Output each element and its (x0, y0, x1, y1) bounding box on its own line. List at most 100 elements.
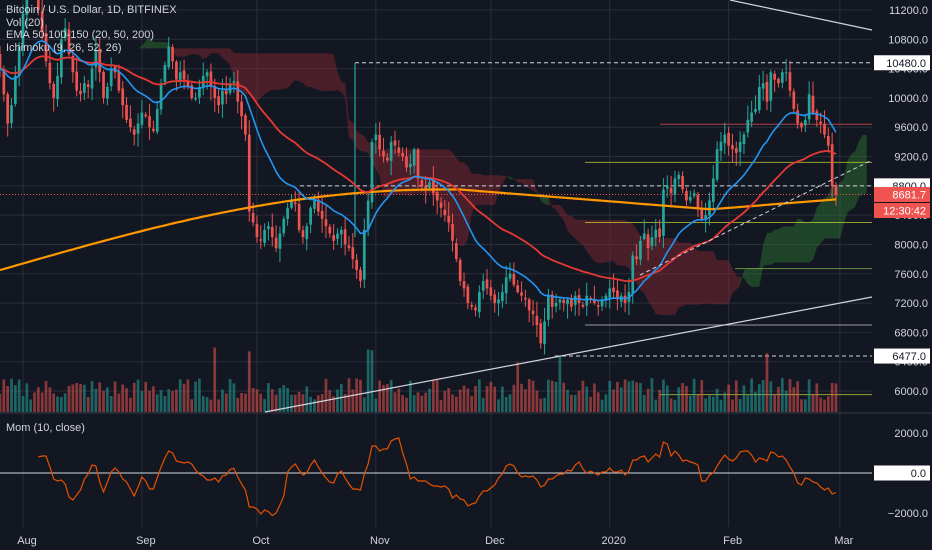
volume-bar (524, 389, 527, 412)
cloud-segment (153, 42, 158, 49)
cloud-segment (766, 232, 771, 265)
volume-bar (412, 395, 416, 412)
cloud-segment (241, 53, 246, 95)
price-tick-label: 6000.0 (894, 386, 928, 398)
price-label-text: 10480.0 (886, 58, 926, 70)
volume-bar (25, 383, 29, 412)
volume-bar (67, 385, 71, 412)
volume-bar (435, 378, 439, 412)
candle-body (696, 194, 700, 208)
cloud-segment (444, 149, 449, 225)
volume-bar (98, 382, 102, 412)
cloud-segment (145, 36, 150, 49)
cloud-segment (736, 275, 741, 290)
volume-bar (616, 381, 619, 412)
candle-body (631, 255, 635, 294)
cloud-segment (490, 175, 495, 206)
candle-body (385, 157, 389, 161)
volume-bar (320, 394, 324, 412)
candle-body (132, 129, 136, 135)
volume-bar (826, 396, 830, 412)
volume-bar (362, 397, 366, 412)
volume-bar (784, 390, 788, 412)
candle-body (715, 149, 719, 180)
candle-body (221, 90, 224, 105)
cloud-segment (157, 42, 162, 49)
volume-bar (86, 397, 90, 412)
volume-bar (520, 383, 523, 412)
cloud-segment (636, 229, 641, 291)
price-label-text: 12:30:42 (883, 206, 926, 218)
candle-body (274, 237, 278, 249)
candle-body (75, 71, 79, 91)
volume-bar (408, 380, 412, 412)
cloud-segment (621, 219, 626, 266)
volume-bar (819, 397, 823, 412)
cloud-segment (563, 209, 568, 231)
candle-body (121, 88, 125, 106)
volume-bar (351, 389, 355, 412)
candle-body (232, 81, 236, 83)
cloud-segment (786, 226, 790, 263)
momentum-value-text: 0.0 (911, 468, 926, 480)
volume-bar (244, 393, 247, 412)
volume-bar (366, 349, 370, 412)
volume-bar (79, 383, 82, 412)
volume-bar (750, 378, 753, 412)
cloud-segment (602, 219, 606, 263)
price-label-box (874, 203, 930, 219)
volume-bar (186, 379, 190, 412)
volume-bar (497, 399, 500, 412)
legend-ichimoku: Ichimoku (9, 26, 52, 26) (6, 41, 122, 54)
volume-bar (178, 379, 182, 412)
candle-body (171, 47, 174, 62)
volume-bar (83, 384, 86, 412)
volume-bar (201, 396, 205, 412)
cloud-segment (348, 119, 353, 140)
cloud-segment (487, 175, 491, 206)
candle-body (658, 228, 661, 238)
candle-body (443, 209, 447, 216)
cloud-segment (464, 162, 468, 247)
candle-body (332, 235, 335, 241)
time-tick-label: Dec (485, 535, 505, 547)
candle-body (6, 94, 10, 124)
volume-bar (389, 379, 393, 412)
volume-bar (144, 381, 148, 412)
cloud-segment (195, 48, 200, 56)
candle-body (389, 141, 393, 161)
volume-bar (447, 388, 451, 412)
candle-body (102, 72, 105, 98)
cloud-segment (333, 54, 338, 91)
cloud-segment (778, 226, 783, 263)
candle-body (109, 68, 113, 87)
cloud-segment (751, 267, 756, 287)
cloud-segment (678, 242, 683, 308)
candle-body (71, 55, 75, 73)
candle-body (777, 78, 780, 84)
candle-body (826, 135, 830, 146)
cloud-segment (755, 267, 760, 287)
cloud-segment (356, 130, 361, 152)
cloud-segment (625, 219, 629, 269)
volume-bar (631, 380, 635, 412)
cloud-segment (184, 48, 188, 57)
volume-bar (462, 385, 466, 412)
volume-bar (198, 378, 201, 412)
candle-body (451, 224, 454, 241)
cloud-segment (441, 149, 445, 208)
time-axis[interactable]: Aug Sep Oct Nov Dec 2020 Feb Mar (17, 535, 853, 547)
volume-bar (646, 388, 650, 412)
candle-body (455, 242, 458, 260)
cloud-segment (759, 244, 764, 287)
volume-bar (48, 387, 52, 412)
cloud-segment (502, 175, 507, 186)
candle-body (83, 83, 86, 93)
price-tick-label: 7200.0 (894, 298, 928, 310)
cloud-segment (732, 268, 737, 294)
momentum-line (38, 437, 837, 517)
candle-body (370, 141, 374, 203)
volume-bar (673, 399, 677, 412)
cloud-segment (613, 219, 618, 266)
